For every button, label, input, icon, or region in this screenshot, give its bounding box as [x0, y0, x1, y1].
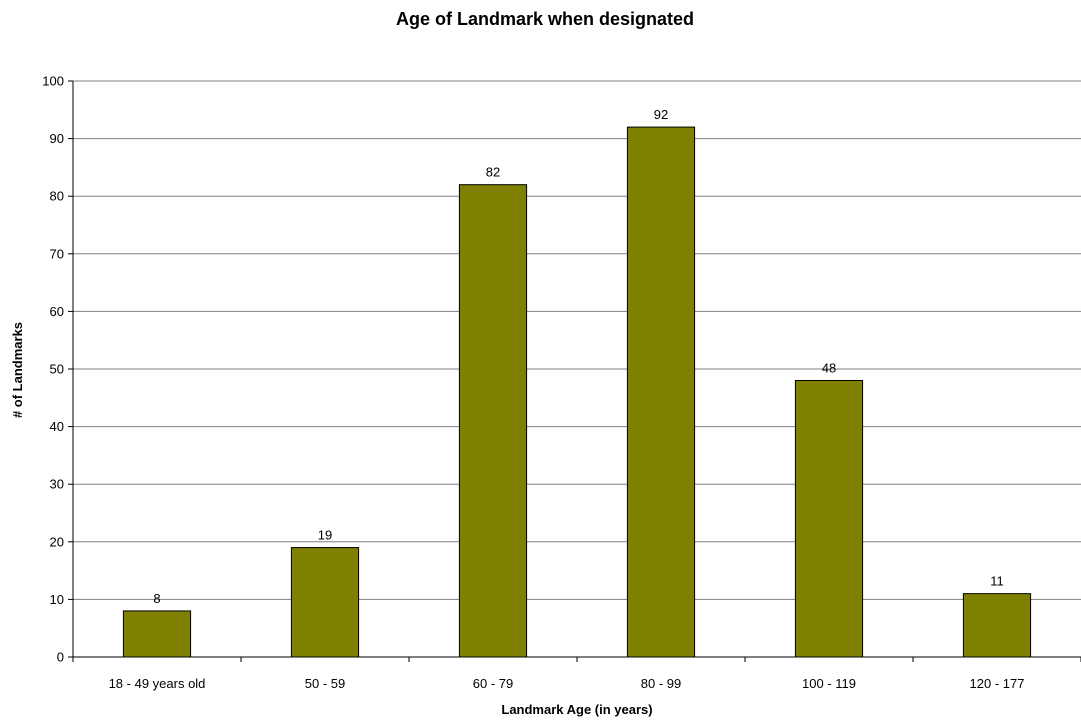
x-tick-label: 50 - 59 — [305, 676, 345, 691]
data-label: 8 — [153, 591, 160, 606]
y-tick-label: 50 — [50, 362, 64, 377]
y-axis-title: # of Landmarks — [10, 322, 25, 418]
x-tick-label: 80 - 99 — [641, 676, 681, 691]
data-label: 48 — [822, 361, 836, 376]
data-label: 19 — [318, 528, 332, 543]
x-axis-title: Landmark Age (in years) — [501, 702, 652, 717]
data-label: 11 — [990, 574, 1004, 589]
gridlines — [73, 80, 1081, 600]
data-label: 92 — [654, 107, 668, 122]
bar — [962, 593, 1032, 658]
y-tick-label: 80 — [50, 189, 64, 204]
bar — [290, 547, 360, 658]
x-tick-label: 18 - 49 years old — [109, 676, 206, 691]
bar — [626, 126, 696, 658]
y-tick-label: 40 — [50, 419, 64, 434]
y-tick-label: 70 — [50, 246, 64, 261]
chart-title: Age of Landmark when designated — [396, 9, 694, 29]
y-tick-labels: 0 10 20 30 40 50 60 70 80 90 100 — [42, 74, 64, 665]
y-tick-label: 0 — [57, 650, 64, 665]
x-tick-labels: 18 - 49 years old 50 - 59 60 - 79 80 - 99 10… — [109, 676, 1025, 691]
bar — [794, 380, 864, 658]
data-label: 82 — [486, 165, 500, 180]
y-tick-label: 90 — [50, 131, 64, 146]
bar — [458, 184, 528, 658]
y-tick-label: 60 — [50, 304, 64, 319]
x-tick-label: 120 - 177 — [970, 676, 1025, 691]
x-tick-label: 100 - 119 — [802, 676, 856, 691]
y-tick-label: 30 — [50, 477, 64, 492]
y-tick-label: 20 — [50, 534, 64, 549]
y-tick-label: 100 — [42, 74, 64, 89]
bars — [122, 126, 1032, 658]
y-tick-label: 10 — [50, 592, 64, 607]
axes — [68, 80, 1081, 662]
x-tick-label: 60 - 79 — [473, 676, 513, 691]
bar — [122, 610, 192, 658]
data-labels: 8 19 82 92 48 11 — [153, 107, 1003, 606]
